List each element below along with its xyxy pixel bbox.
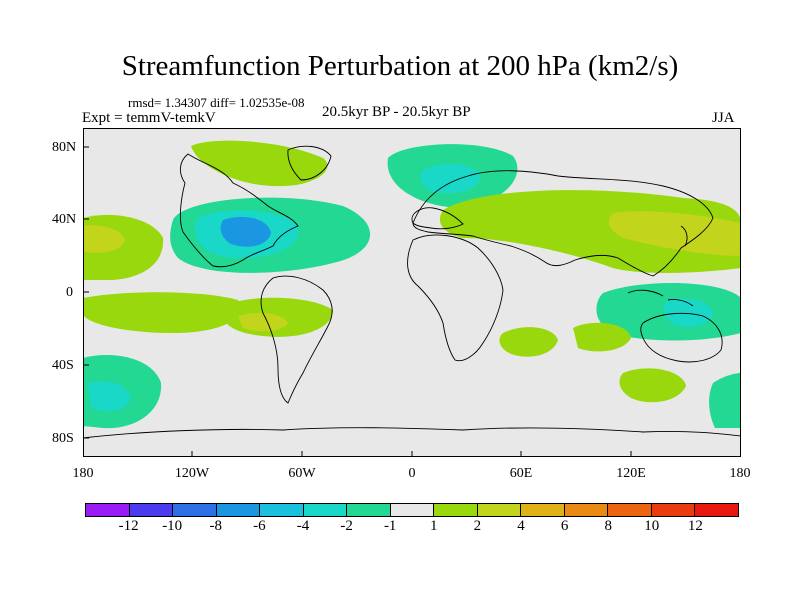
blob-sa-core: [238, 312, 288, 332]
colorbar-swatch-12: [608, 504, 652, 516]
stats-text: rmsd= 1.34307 diff= 1.02535e-08: [128, 95, 305, 110]
colorbar-swatch-4: [260, 504, 304, 516]
colorbar-label-0: -12: [118, 518, 139, 534]
colorbar-swatch-0: [86, 504, 130, 516]
coast-antarctica: [83, 427, 741, 439]
map-ticks: [83, 146, 632, 457]
colorbar-swatch-14: [695, 504, 738, 516]
colorbar-swatch-1: [129, 504, 174, 516]
blob-indian-ocean: [499, 327, 558, 357]
coast-eurasia: [412, 170, 714, 277]
colorbar-swatch-13: [651, 504, 696, 516]
colorbar-swatch-10: [521, 504, 565, 516]
season-label: JJA: [712, 110, 735, 126]
blob-eurasia-positive: [439, 190, 741, 273]
coast-greenland: [287, 145, 332, 181]
coastlines: [83, 145, 741, 439]
colorbar-swatch-2: [173, 504, 217, 516]
coast-japan: [680, 225, 688, 247]
colorbar-label-10: 6: [560, 518, 569, 534]
blob-asia-band: [608, 211, 741, 256]
coast-north-america: [179, 153, 299, 268]
ylabel-40n: 40N: [52, 212, 77, 227]
blob-south-pacific-core: [88, 381, 131, 412]
colorbar-label-11: 8: [604, 518, 612, 534]
colorbar-swatch-6: [347, 504, 391, 516]
blob-pacific-west-core: [83, 225, 125, 253]
coast-australia: [640, 312, 723, 363]
colorbar-label-4: -4: [296, 518, 310, 534]
blob-east-edge: [709, 373, 741, 428]
colorbar-swatch-7: [390, 504, 435, 516]
colorbar-label-13: 12: [687, 518, 703, 534]
colorbar-label-1: -10: [162, 518, 183, 534]
blob-south-indian: [573, 322, 631, 352]
blob-scandinavia-center: [420, 163, 481, 194]
coast-europe: [411, 207, 464, 230]
xlabel-120w: 120W: [174, 466, 210, 481]
blob-australia-core: [663, 298, 713, 328]
colorbar-label-6: -1: [383, 518, 397, 534]
coast-south-america: [260, 275, 333, 404]
ylabel-80s: 80S: [52, 431, 74, 446]
xlabel-60e: 60E: [509, 466, 533, 481]
colorbar-swatch-5: [303, 504, 348, 516]
blob-na-core: [220, 216, 271, 247]
colorbar-swatch-9: [477, 504, 522, 516]
blob-south-east-pacific: [619, 368, 686, 403]
experiment-label: Expt = temmV-temkV: [82, 110, 216, 126]
colorbar-label-5: -2: [340, 518, 353, 534]
colorbar-label-8: 2: [473, 518, 482, 534]
xlabel-60w: 60W: [288, 466, 316, 481]
period-label: 20.5kyr BP - 20.5kyr BP: [322, 104, 471, 120]
colorbar-label-12: 10: [644, 518, 660, 534]
xlabel-180w: 180: [72, 466, 94, 481]
chart-title: Streamfunction Perturbation at 200 hPa (…: [121, 50, 679, 82]
colorbar-label-2: -8: [209, 518, 223, 534]
colorbar: [85, 503, 739, 517]
ylabel-0: 0: [66, 285, 73, 300]
colorbar-swatch-3: [216, 504, 261, 516]
blob-tropics-south: [83, 292, 241, 333]
colorbar-swatch-8: [434, 504, 478, 516]
ylabel-80n: 80N: [52, 140, 77, 155]
colorbar-label-9: 4: [517, 518, 525, 534]
xlabel-120e: 120E: [616, 466, 646, 481]
xlabel-0: 0: [408, 466, 416, 481]
colorbar-label-3: -6: [253, 518, 266, 534]
ylabel-40s: 40S: [52, 358, 74, 373]
coast-indonesia: [627, 289, 694, 307]
colorbar-swatch-11: [564, 504, 609, 516]
colorbar-label-7: 1: [430, 518, 438, 534]
xlabel-180e: 180: [729, 466, 751, 481]
map-panel: [83, 128, 741, 457]
coast-africa: [407, 234, 504, 362]
